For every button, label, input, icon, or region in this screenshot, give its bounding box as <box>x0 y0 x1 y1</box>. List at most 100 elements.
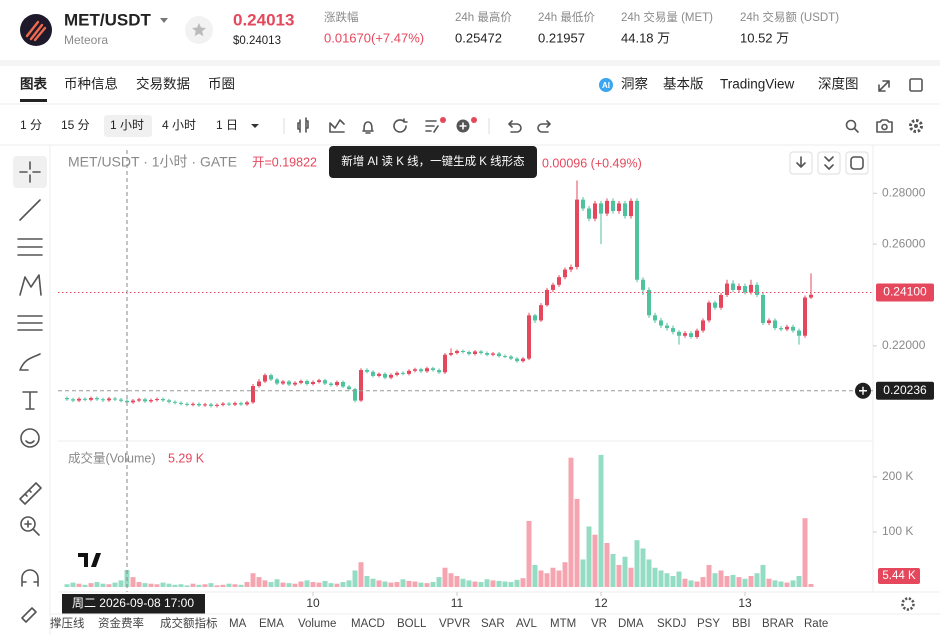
lock-tool[interactable] <box>21 607 37 623</box>
indicator[interactable]: MTM <box>550 618 576 630</box>
interval[interactable]: 1 小时 <box>110 118 144 132</box>
candle-body <box>785 326 789 330</box>
ai-kline-button[interactable] <box>425 120 439 133</box>
candle-body <box>359 370 363 401</box>
volume-bar <box>622 556 628 587</box>
interval[interactable]: 1 日 <box>216 118 238 132</box>
collapse-button[interactable] <box>817 151 841 175</box>
view-option[interactable]: TradingView <box>720 77 795 92</box>
magnet-tool[interactable] <box>21 569 39 587</box>
candle-body <box>437 370 441 373</box>
fullscreen-button[interactable] <box>878 80 890 92</box>
alert-button[interactable] <box>362 121 374 134</box>
candle-body <box>371 371 375 376</box>
indicator[interactable]: BRAR <box>762 618 794 630</box>
indicator[interactable]: SKDJ <box>657 618 686 630</box>
trendline-tool[interactable] <box>19 199 41 221</box>
candle-body <box>563 269 567 278</box>
indicator[interactable]: DMA <box>618 618 644 630</box>
candle-body <box>395 372 399 375</box>
indicator[interactable]: Volume <box>298 618 336 630</box>
indicator-button[interactable] <box>329 119 345 133</box>
candle-body <box>485 353 489 355</box>
tab[interactable]: 交易数据 <box>136 76 190 92</box>
brush-tool[interactable] <box>19 353 41 371</box>
volume-bar <box>478 582 484 587</box>
candle-body <box>773 320 777 329</box>
emoji-tool[interactable] <box>20 428 40 448</box>
volume-bar <box>556 570 562 587</box>
candle-body <box>113 398 117 400</box>
new-badge <box>440 117 446 123</box>
stat-value: 0.21957 <box>538 30 585 45</box>
candle-body <box>809 294 813 298</box>
indicator[interactable]: 撑压线 <box>50 616 85 630</box>
crosshair-tool[interactable] <box>19 161 41 183</box>
interval[interactable]: 15 分 <box>61 118 90 132</box>
parallel-tool[interactable] <box>17 238 43 256</box>
text-tool[interactable] <box>22 391 38 410</box>
candle-body <box>329 383 333 386</box>
search-handle <box>853 127 859 133</box>
candle-body <box>305 380 309 385</box>
indicator[interactable]: PSY <box>697 618 720 630</box>
settings-button[interactable] <box>909 119 923 133</box>
indicator[interactable]: BOLL <box>397 618 427 630</box>
volume-bar <box>256 577 262 587</box>
symbol-dropdown[interactable] <box>160 18 168 23</box>
indicator[interactable]: BBI <box>732 618 751 630</box>
candle-body <box>125 400 129 403</box>
ruler-tool[interactable] <box>19 482 42 505</box>
fib-tool[interactable] <box>17 315 43 331</box>
tooltip-text: 新增 AI 读 K 线，一键生成 K 线形态 <box>341 154 525 168</box>
interval[interactable]: 1 分 <box>20 118 42 132</box>
indicator[interactable]: VPVR <box>439 618 470 630</box>
indicator[interactable]: VR <box>591 618 607 630</box>
volume-bar <box>808 584 814 587</box>
indicator[interactable]: MA <box>229 618 247 630</box>
indicator[interactable]: AVL <box>516 618 537 630</box>
volume-bar <box>490 580 496 587</box>
search-button[interactable] <box>845 119 857 131</box>
tab[interactable]: 图表 <box>20 76 47 92</box>
redo-button[interactable] <box>537 120 551 133</box>
indicator[interactable]: 资金费率 <box>98 616 144 630</box>
view-option[interactable]: 洞察 <box>621 76 649 92</box>
volume-bar <box>406 580 412 587</box>
volume-bar <box>442 567 448 587</box>
undo-button[interactable] <box>508 120 522 133</box>
candle-body <box>347 386 351 390</box>
indicator[interactable]: SAR <box>481 618 505 630</box>
volume-bar <box>340 582 346 587</box>
candle-body <box>245 402 249 405</box>
candle-body <box>677 331 681 336</box>
interval-dropdown[interactable] <box>251 124 259 128</box>
tab[interactable]: 币种信息 <box>64 76 118 92</box>
view-option[interactable]: 深度图 <box>818 77 859 92</box>
interval[interactable]: 4 小时 <box>162 118 196 132</box>
indicator[interactable]: EMA <box>259 618 284 630</box>
candle-body <box>131 400 135 403</box>
pattern-tool[interactable] <box>19 274 42 296</box>
snapshot-button[interactable] <box>876 119 893 133</box>
volume-bar <box>676 571 682 587</box>
symbol[interactable]: MET/USDT <box>64 10 152 29</box>
indicator[interactable]: MACD <box>351 618 385 630</box>
replay-button[interactable] <box>393 118 408 133</box>
candle-type-button[interactable] <box>297 117 309 133</box>
candle-body <box>695 330 699 337</box>
view-option[interactable]: 基本版 <box>663 76 704 92</box>
indicator[interactable]: Rate <box>804 618 828 630</box>
volume-bar <box>502 581 508 587</box>
tab[interactable]: 币圈 <box>208 77 235 92</box>
candle-body <box>317 380 321 382</box>
zoom-tool[interactable] <box>20 516 36 532</box>
volume-bar <box>736 577 742 587</box>
volume-bar <box>628 567 634 587</box>
layout-button[interactable] <box>845 151 869 175</box>
window-button[interactable] <box>909 78 923 92</box>
indicator[interactable]: 成交额指标 <box>160 616 218 630</box>
candle-body <box>731 283 735 290</box>
axis-settings[interactable] <box>901 597 915 611</box>
volume-bar <box>250 573 256 587</box>
